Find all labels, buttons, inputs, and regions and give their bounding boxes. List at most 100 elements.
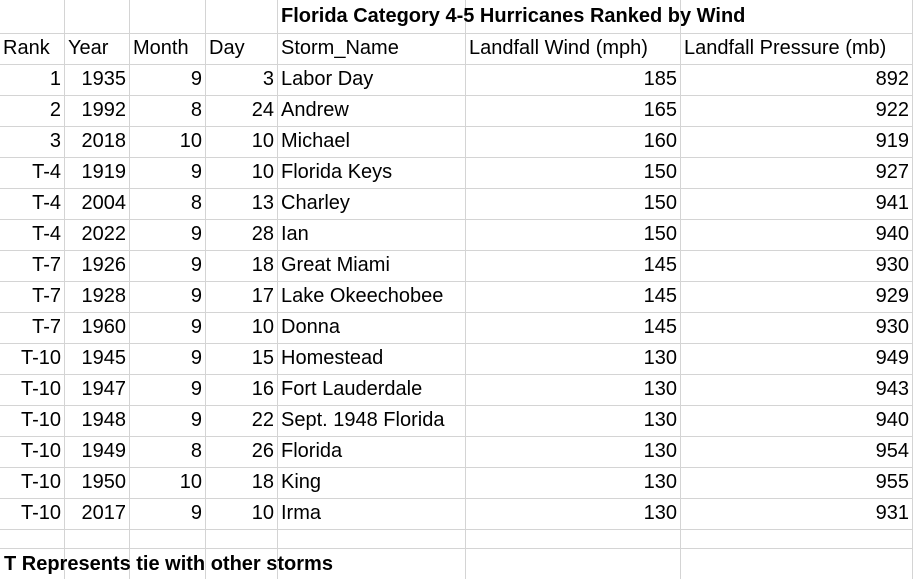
- cell-landfall-pressure[interactable]: 931: [875, 502, 909, 524]
- cell-month[interactable]: 8: [190, 440, 202, 462]
- cell-storm-name[interactable]: Homestead: [281, 347, 384, 369]
- cell-rank[interactable]: T-10: [20, 440, 61, 462]
- cell-year[interactable]: 1919: [81, 161, 127, 183]
- cell-landfall-pressure[interactable]: 943: [875, 378, 909, 400]
- cell-storm-name[interactable]: Charley: [281, 192, 350, 214]
- cell-day[interactable]: 28: [251, 223, 274, 245]
- cell-landfall-pressure[interactable]: 930: [875, 316, 909, 338]
- cell-landfall-wind[interactable]: 130: [643, 378, 677, 400]
- cell-storm-name[interactable]: Michael: [281, 130, 350, 152]
- cell-day[interactable]: 3: [262, 68, 274, 90]
- cell-landfall-wind[interactable]: 185: [643, 68, 677, 90]
- cell-landfall-wind[interactable]: 150: [643, 223, 677, 245]
- cell-day[interactable]: 24: [251, 99, 274, 121]
- cell-month[interactable]: 9: [190, 409, 202, 431]
- header-landfall-wind[interactable]: Landfall Wind (mph): [469, 37, 648, 59]
- cell-year[interactable]: 1926: [81, 254, 127, 276]
- cell-landfall-wind[interactable]: 130: [643, 409, 677, 431]
- cell-month[interactable]: 10: [179, 130, 202, 152]
- header-rank[interactable]: Rank: [3, 37, 50, 59]
- cell-landfall-pressure[interactable]: 927: [875, 161, 909, 183]
- cell-storm-name[interactable]: Florida: [281, 440, 343, 462]
- cell-day[interactable]: 17: [251, 285, 274, 307]
- cell-landfall-pressure[interactable]: 930: [875, 254, 909, 276]
- cell-year[interactable]: 1960: [81, 316, 127, 338]
- cell-year[interactable]: 1948: [81, 409, 127, 431]
- cell-month[interactable]: 9: [190, 223, 202, 245]
- cell-landfall-wind[interactable]: 145: [643, 316, 677, 338]
- cell-landfall-wind[interactable]: 160: [643, 130, 677, 152]
- cell-month[interactable]: 9: [190, 254, 202, 276]
- cell-landfall-wind[interactable]: 150: [643, 161, 677, 183]
- cell-month[interactable]: 10: [179, 471, 202, 493]
- cell-month[interactable]: 9: [190, 161, 202, 183]
- cell-rank[interactable]: T-10: [20, 347, 61, 369]
- cell-day[interactable]: 10: [251, 130, 274, 152]
- cell-rank[interactable]: 2: [49, 99, 61, 121]
- cell-landfall-pressure[interactable]: 941: [875, 192, 909, 214]
- cell-storm-name[interactable]: King: [281, 471, 322, 493]
- cell-rank[interactable]: T-7: [32, 316, 61, 338]
- cell-landfall-wind[interactable]: 145: [643, 254, 677, 276]
- cell-storm-name[interactable]: Labor Day: [281, 68, 374, 90]
- cell-rank[interactable]: 1: [49, 68, 61, 90]
- cell-landfall-pressure[interactable]: 929: [875, 285, 909, 307]
- cell-storm-name[interactable]: Andrew: [281, 99, 349, 121]
- cell-landfall-wind[interactable]: 165: [643, 99, 677, 121]
- tie-footnote[interactable]: T Represents tie with other storms: [4, 553, 333, 575]
- cell-year[interactable]: 2018: [81, 130, 127, 152]
- cell-rank[interactable]: T-4: [32, 161, 61, 183]
- cell-day[interactable]: 18: [251, 254, 274, 276]
- cell-storm-name[interactable]: Donna: [281, 316, 340, 338]
- header-storm-name[interactable]: Storm_Name: [281, 37, 399, 59]
- cell-month[interactable]: 9: [190, 316, 202, 338]
- cell-day[interactable]: 10: [251, 502, 274, 524]
- cell-day[interactable]: 16: [251, 378, 274, 400]
- cell-day[interactable]: 10: [251, 161, 274, 183]
- cell-landfall-wind[interactable]: 145: [643, 285, 677, 307]
- cell-year[interactable]: 2022: [81, 223, 127, 245]
- cell-year[interactable]: 1950: [81, 471, 127, 493]
- cell-landfall-wind[interactable]: 130: [643, 502, 677, 524]
- cell-day[interactable]: 22: [251, 409, 274, 431]
- cell-month[interactable]: 9: [190, 68, 202, 90]
- cell-landfall-pressure[interactable]: 954: [875, 440, 909, 462]
- cell-landfall-wind[interactable]: 130: [643, 471, 677, 493]
- cell-month[interactable]: 9: [190, 347, 202, 369]
- cell-year[interactable]: 1992: [81, 99, 127, 121]
- cell-landfall-wind[interactable]: 130: [643, 347, 677, 369]
- cell-landfall-pressure[interactable]: 940: [875, 409, 909, 431]
- cell-year[interactable]: 1935: [81, 68, 127, 90]
- cell-month[interactable]: 9: [190, 378, 202, 400]
- cell-rank[interactable]: 3: [49, 130, 61, 152]
- cell-landfall-pressure[interactable]: 922: [875, 99, 909, 121]
- cell-year[interactable]: 1947: [81, 378, 127, 400]
- cell-month[interactable]: 8: [190, 192, 202, 214]
- cell-storm-name[interactable]: Irma: [281, 502, 321, 524]
- cell-landfall-pressure[interactable]: 919: [875, 130, 909, 152]
- cell-day[interactable]: 18: [251, 471, 274, 493]
- cell-year[interactable]: 1928: [81, 285, 127, 307]
- cell-rank[interactable]: T-10: [20, 471, 61, 493]
- cell-month[interactable]: 9: [190, 285, 202, 307]
- cell-storm-name[interactable]: Sept. 1948 Florida: [281, 409, 445, 431]
- cell-rank[interactable]: T-10: [20, 378, 61, 400]
- cell-storm-name[interactable]: Lake Okeechobee: [281, 285, 444, 307]
- cell-landfall-wind[interactable]: 150: [643, 192, 677, 214]
- cell-rank[interactable]: T-4: [32, 192, 61, 214]
- header-landfall-pressure[interactable]: Landfall Pressure (mb): [684, 37, 887, 59]
- cell-rank[interactable]: T-7: [32, 285, 61, 307]
- cell-day[interactable]: 10: [251, 316, 274, 338]
- cell-year[interactable]: 2004: [81, 192, 127, 214]
- cell-landfall-pressure[interactable]: 940: [875, 223, 909, 245]
- header-day[interactable]: Day: [209, 37, 245, 59]
- cell-storm-name[interactable]: Great Miami: [281, 254, 390, 276]
- cell-month[interactable]: 9: [190, 502, 202, 524]
- cell-day[interactable]: 26: [251, 440, 274, 462]
- cell-landfall-pressure[interactable]: 949: [875, 347, 909, 369]
- cell-day[interactable]: 13: [251, 192, 274, 214]
- header-month[interactable]: Month: [133, 37, 189, 59]
- cell-rank[interactable]: T-10: [20, 502, 61, 524]
- cell-storm-name[interactable]: Ian: [281, 223, 309, 245]
- cell-storm-name[interactable]: Florida Keys: [281, 161, 393, 183]
